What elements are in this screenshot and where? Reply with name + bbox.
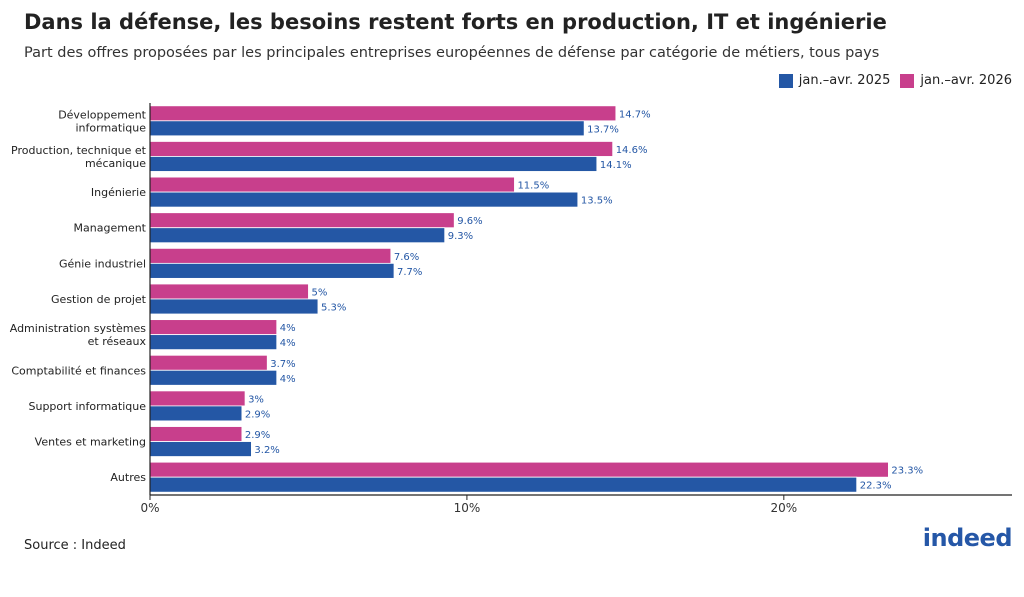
data-label-2025-9: 3.2% [254, 445, 279, 456]
data-label-2025-1: 14.1% [600, 160, 632, 171]
x-tick-label-1: 10% [454, 501, 481, 515]
bar-2025-7 [149, 369, 278, 386]
category-label-10: Autres [110, 471, 146, 484]
bar-2026-10 [149, 461, 889, 478]
bar-2025-8 [149, 405, 243, 422]
bar-2025-6 [149, 334, 278, 351]
bars-group [149, 105, 889, 493]
legend-item-2026: jan.–avr. 2026 [900, 73, 1012, 88]
data-label-2026-4: 7.6% [394, 252, 419, 263]
bar-2025-1 [149, 156, 598, 172]
category-label-0: Développement informatique [58, 108, 146, 134]
category-label-3: Management [74, 222, 147, 235]
bar-2025-5 [149, 298, 319, 315]
source-note: Source : Indeed [24, 538, 126, 553]
legend-label-2025: jan.–avr. 2025 [798, 73, 891, 88]
data-labels-group: 14.7%13.7% 14.6% 14.1% 11.5% 13.5% 9.6% 9.3% 7.… [245, 109, 923, 491]
data-label-2026-8: 3% [248, 394, 264, 405]
data-label-2026-6: 4% [280, 323, 296, 334]
bar-2026-8 [149, 390, 246, 407]
bar-2025-0 [149, 120, 585, 137]
category-label-7: Comptabilité et finances [11, 364, 146, 377]
data-label-2025-4: 7.7% [397, 267, 422, 278]
legend-item-2025: jan.–avr. 2025 [778, 73, 891, 88]
chart-subtitle: Part des offres proposées par les princi… [24, 45, 880, 61]
data-label-2026-10: 23.3% [891, 466, 923, 477]
bar-2026-4 [149, 247, 392, 264]
category-label-4: Génie industriel [59, 257, 146, 270]
bar-2026-7 [149, 354, 268, 371]
data-label-2025-0: 13.7% [587, 124, 619, 135]
chart-title: Dans la défense, les besoins restent for… [24, 10, 887, 34]
data-label-2025-5: 5.3% [321, 303, 346, 314]
x-tick-label-2: 20% [770, 501, 797, 515]
legend: jan.–avr. 2025 jan.–avr. 2026 [778, 73, 1012, 88]
bar-2025-3 [149, 227, 446, 244]
category-label-6: Administration systèmes et réseaux [10, 322, 147, 348]
legend-label-2026: jan.–avr. 2026 [920, 73, 1012, 88]
data-label-2025-10: 22.3% [860, 481, 892, 492]
data-label-2025-8: 2.9% [245, 409, 270, 420]
data-label-2026-1: 14.6% [616, 145, 648, 156]
bar-2026-3 [149, 212, 455, 229]
bar-2025-2 [149, 191, 579, 208]
data-label-2026-5: 5% [311, 288, 327, 299]
bar-2025-10 [149, 476, 858, 493]
bar-2025-4 [149, 262, 395, 279]
category-label-5: Gestion de projet [51, 293, 147, 306]
category-labels-group: Développement informatique Production, tec… [10, 108, 147, 484]
data-label-2026-9: 2.9% [245, 430, 270, 441]
data-label-2025-6: 4% [280, 338, 296, 349]
bar-2026-5 [149, 283, 309, 300]
axes-group: 0% 10% 20% [140, 103, 1012, 515]
data-label-2026-0: 14.7% [619, 109, 651, 120]
category-label-9: Ventes et marketing [35, 436, 146, 449]
bar-2026-9 [149, 426, 243, 442]
legend-swatch-2026 [900, 73, 915, 88]
data-label-2026-3: 9.6% [457, 216, 482, 227]
data-label-2025-2: 13.5% [581, 196, 613, 207]
bar-2025-9 [149, 441, 252, 457]
x-tick-label-0: 0% [140, 501, 159, 515]
bar-2026-0 [149, 105, 617, 122]
bar-2026-2 [149, 176, 515, 193]
bar-2026-6 [149, 319, 278, 336]
indeed-logo: indeed [922, 524, 1013, 552]
data-label-2026-7: 3.7% [270, 359, 295, 370]
category-label-8: Support informatique [29, 400, 147, 413]
legend-swatch-2025 [778, 73, 793, 88]
data-label-2025-3: 9.3% [448, 231, 473, 242]
data-label-2026-2: 11.5% [517, 181, 549, 192]
category-label-2: Ingénierie [91, 186, 146, 199]
data-label-2025-7: 4% [280, 374, 296, 385]
category-label-1: Production, technique et mécanique [11, 144, 147, 170]
bar-2026-1 [149, 141, 614, 157]
